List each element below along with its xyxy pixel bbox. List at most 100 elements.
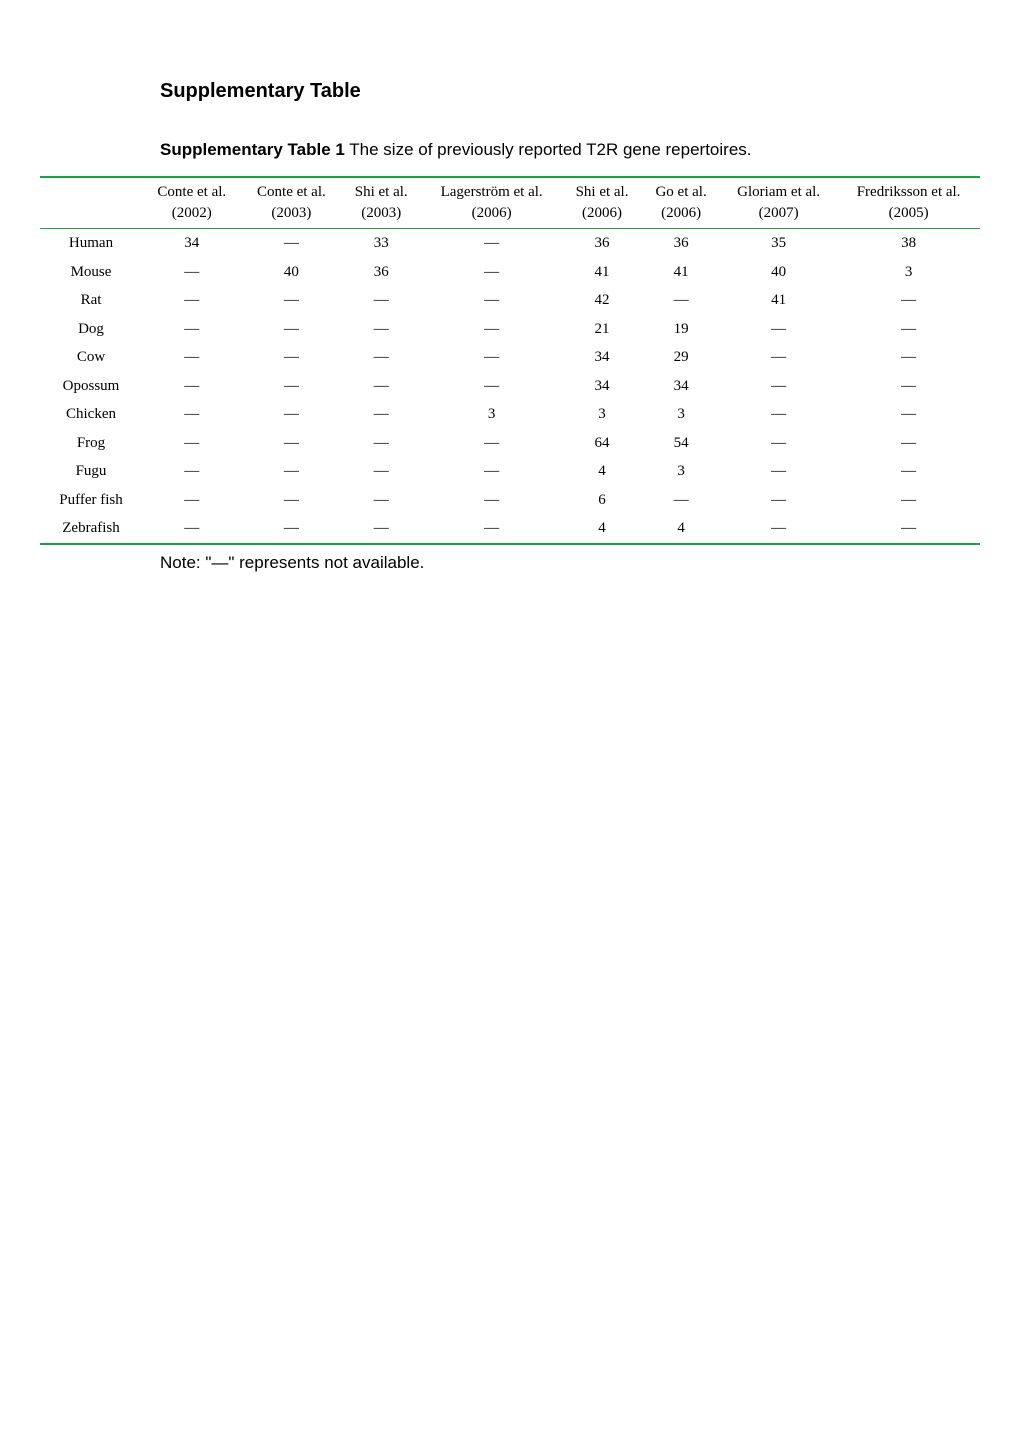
- table-cell: 40: [720, 258, 837, 287]
- table-cell: 41: [642, 258, 720, 287]
- table-cell: Frog: [40, 429, 142, 458]
- table-header-row: Conte et al.(2002)Conte et al.(2003)Shi …: [40, 177, 980, 229]
- table-cell: —: [242, 486, 342, 515]
- table-note: Note: "—" represents not available.: [160, 553, 980, 573]
- table-cell: 41: [562, 258, 642, 287]
- table-cell: —: [341, 400, 421, 429]
- table-cell: Chicken: [40, 400, 142, 429]
- table-cell: —: [720, 400, 837, 429]
- table-cell: —: [242, 514, 342, 544]
- table-cell: 34: [642, 372, 720, 401]
- table-cell: —: [242, 457, 342, 486]
- table-cell: Rat: [40, 286, 142, 315]
- table-cell: —: [720, 372, 837, 401]
- table-cell: Fugu: [40, 457, 142, 486]
- column-header: Shi et al.(2006): [562, 177, 642, 229]
- table-cell: 36: [341, 258, 421, 287]
- table-cell: —: [341, 514, 421, 544]
- table-cell: —: [421, 514, 562, 544]
- table-cell: —: [242, 343, 342, 372]
- table-cell: —: [720, 315, 837, 344]
- column-header: Lagerström et al.(2006): [421, 177, 562, 229]
- table-row: Fugu————43——: [40, 457, 980, 486]
- table-cell: —: [142, 400, 242, 429]
- table-cell: —: [421, 343, 562, 372]
- table-row: Human34—33—36363538: [40, 229, 980, 258]
- table-cell: —: [341, 286, 421, 315]
- table-cell: 3: [562, 400, 642, 429]
- table-row: Opossum————3434——: [40, 372, 980, 401]
- table-cell: Dog: [40, 315, 142, 344]
- table-cell: Zebrafish: [40, 514, 142, 544]
- table-cell: 64: [562, 429, 642, 458]
- table-cell: 19: [642, 315, 720, 344]
- table-cell: Cow: [40, 343, 142, 372]
- table-cell: —: [242, 229, 342, 258]
- table-cell: —: [837, 486, 980, 515]
- table-cell: —: [642, 486, 720, 515]
- table-cell: —: [142, 457, 242, 486]
- table-cell: 4: [562, 457, 642, 486]
- table-cell: —: [242, 372, 342, 401]
- table-cell: 3: [837, 258, 980, 287]
- table-cell: —: [837, 315, 980, 344]
- table-cell: —: [720, 514, 837, 544]
- table-cell: 6: [562, 486, 642, 515]
- table-cell: 4: [642, 514, 720, 544]
- table-cell: —: [142, 429, 242, 458]
- table-cell: —: [142, 258, 242, 287]
- table-cell: —: [142, 343, 242, 372]
- table-cell: —: [142, 486, 242, 515]
- table-cell: —: [142, 286, 242, 315]
- table-cell: 4: [562, 514, 642, 544]
- table-cell: Opossum: [40, 372, 142, 401]
- table-row: Chicken———333——: [40, 400, 980, 429]
- table-cell: —: [341, 429, 421, 458]
- column-header: Fredriksson et al.(2005): [837, 177, 980, 229]
- table-cell: —: [837, 286, 980, 315]
- table-cell: —: [341, 343, 421, 372]
- table-cell: —: [341, 457, 421, 486]
- table-cell: —: [837, 457, 980, 486]
- data-table: Conte et al.(2002)Conte et al.(2003)Shi …: [40, 176, 980, 545]
- table-cell: 3: [642, 400, 720, 429]
- table-cell: —: [341, 372, 421, 401]
- table-cell: —: [242, 286, 342, 315]
- table-cell: 34: [142, 229, 242, 258]
- table-cell: —: [142, 372, 242, 401]
- caption-text: The size of previously reported T2R gene…: [345, 140, 752, 159]
- table-cell: —: [142, 514, 242, 544]
- table-cell: 35: [720, 229, 837, 258]
- table-cell: —: [837, 343, 980, 372]
- table-cell: 36: [642, 229, 720, 258]
- table-cell: —: [242, 429, 342, 458]
- table-cell: 34: [562, 343, 642, 372]
- table-row: Cow————3429——: [40, 343, 980, 372]
- table-cell: Puffer fish: [40, 486, 142, 515]
- table-cell: —: [720, 486, 837, 515]
- column-header: [40, 177, 142, 229]
- table-cell: —: [421, 315, 562, 344]
- table-cell: Human: [40, 229, 142, 258]
- table-cell: 21: [562, 315, 642, 344]
- table-cell: 54: [642, 429, 720, 458]
- table-cell: —: [421, 258, 562, 287]
- table-cell: —: [421, 486, 562, 515]
- column-header: Go et al.(2006): [642, 177, 720, 229]
- table-cell: —: [341, 486, 421, 515]
- table-cell: Mouse: [40, 258, 142, 287]
- table-cell: —: [837, 429, 980, 458]
- table-cell: 40: [242, 258, 342, 287]
- column-header: Shi et al.(2003): [341, 177, 421, 229]
- table-cell: —: [242, 315, 342, 344]
- table-row: Rat————42—41—: [40, 286, 980, 315]
- table-caption: Supplementary Table 1 The size of previo…: [160, 131, 940, 168]
- table-cell: —: [421, 286, 562, 315]
- table-cell: —: [837, 400, 980, 429]
- table-row: Frog————6454——: [40, 429, 980, 458]
- table-cell: —: [421, 429, 562, 458]
- table-cell: —: [720, 457, 837, 486]
- table-row: Zebrafish————44——: [40, 514, 980, 544]
- column-header: Conte et al.(2003): [242, 177, 342, 229]
- table-cell: 42: [562, 286, 642, 315]
